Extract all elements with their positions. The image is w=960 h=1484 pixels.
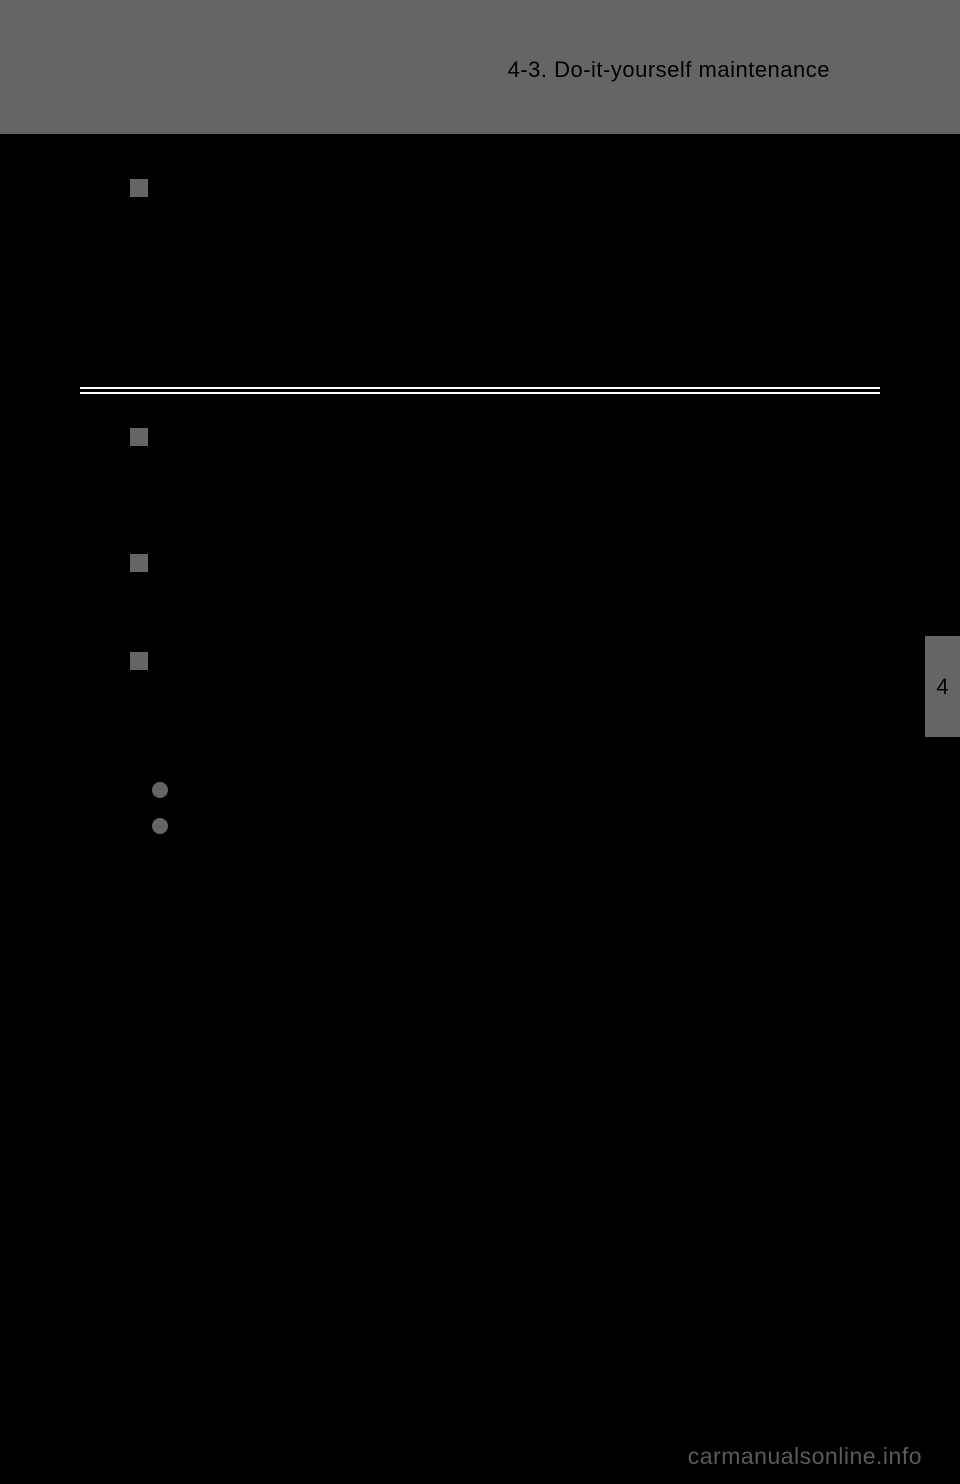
section-bullet-row (130, 554, 830, 572)
round-bullet-icon (152, 782, 168, 798)
square-bullet-icon (130, 554, 148, 572)
content-area (0, 134, 960, 834)
header-band: 4-3. Do-it-yourself maintenance (0, 0, 960, 134)
round-bullet-icon (152, 818, 168, 834)
chapter-number: 4 (936, 674, 948, 700)
double-divider (80, 387, 880, 394)
section-bullet-row (130, 179, 830, 197)
watermark-text: carmanualsonline.info (688, 1443, 922, 1470)
square-bullet-icon (130, 428, 148, 446)
square-bullet-icon (130, 652, 148, 670)
chapter-tab: 4 (925, 636, 960, 737)
section-bullet-row (130, 652, 830, 670)
section-title: 4-3. Do-it-yourself maintenance (508, 57, 830, 83)
section-bullet-row (130, 428, 830, 446)
square-bullet-icon (130, 179, 148, 197)
